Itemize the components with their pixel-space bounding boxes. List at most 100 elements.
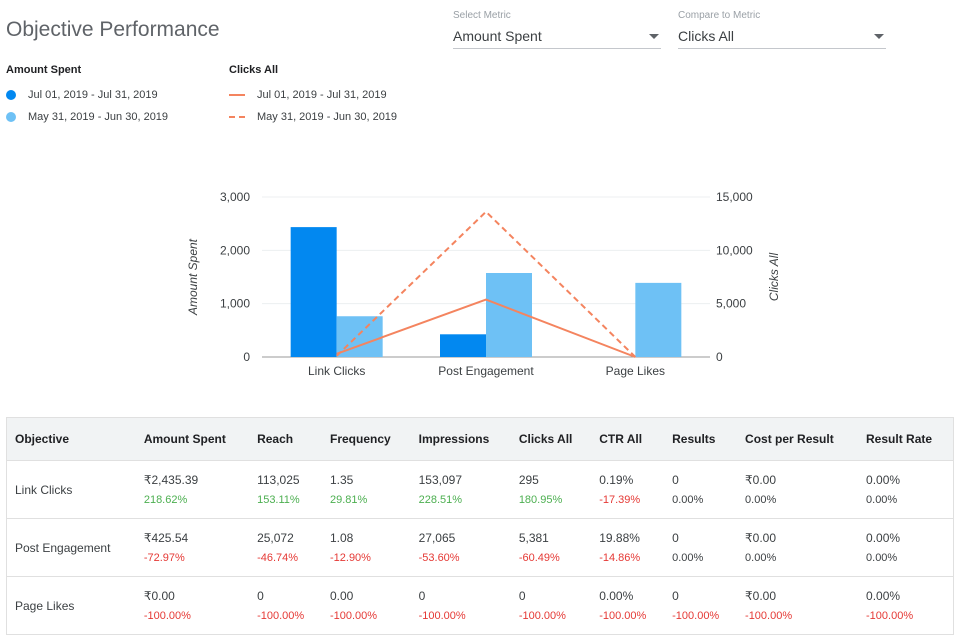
metric-cell: 0 -100.00%	[664, 576, 738, 635]
legend-label: May 31, 2019 - Jun 30, 2019	[28, 111, 169, 123]
compare-metric-value: Clicks All	[678, 28, 735, 44]
metric-value: 5,381	[518, 530, 549, 545]
column-header[interactable]: Reach	[249, 417, 322, 461]
metric-change: -12.90%	[329, 551, 371, 564]
metric-cell: ₹0.00 0.00%	[737, 518, 859, 577]
column-header[interactable]: Amount Spent	[135, 417, 250, 461]
column-header[interactable]: Clicks All	[510, 417, 592, 461]
metric-value: 27,065	[418, 530, 456, 545]
metric-cell: ₹2,435.39 218.62%	[135, 460, 250, 519]
metric-value: 0	[257, 588, 264, 603]
metric-change: -100.00%	[329, 609, 378, 622]
objective-table: Objective Amount Spent Reach Frequency Impre…	[6, 417, 954, 635]
y-tick-label: 3,000	[220, 190, 250, 204]
y-axis-label: Amount Spent	[186, 238, 200, 316]
select-metric-label: Select Metric	[453, 10, 511, 21]
metric-cell: 295 180.95%	[510, 460, 592, 519]
column-header[interactable]: Impressions	[410, 417, 511, 461]
metric-cell: ₹0.00 -100.00%	[135, 576, 250, 635]
select-metric-dropdown[interactable]: Amount Spent	[453, 24, 661, 49]
table-header-row: Objective Amount Spent Reach Frequency Impre…	[6, 417, 954, 461]
metric-value: ₹425.54	[143, 530, 189, 545]
column-header[interactable]: Objective	[6, 417, 136, 461]
chevron-down-icon[interactable]	[649, 33, 659, 39]
legend-item[interactable]: Jul 01, 2019 - Jul 31, 2019	[229, 84, 397, 106]
chevron-down-icon[interactable]	[874, 33, 884, 39]
y-tick-label: 1,000	[220, 297, 250, 311]
metric-change: 29.81%	[329, 493, 368, 506]
legend-label: Jul 01, 2019 - Jul 31, 2019	[257, 89, 387, 101]
metric-cell: 5,381 -60.49%	[510, 518, 592, 577]
metric-cell: ₹0.00 0.00%	[737, 460, 859, 519]
metric-value: 25,072	[257, 530, 294, 545]
metric-change: 153.11%	[257, 493, 300, 506]
metric-cell: 0 0.00%	[664, 518, 738, 577]
select-metric-value: Amount Spent	[453, 28, 542, 44]
legend-dashed-line-icon	[229, 116, 245, 118]
metric-change: 180.95%	[518, 493, 563, 506]
metric-change: -53.60%	[418, 551, 460, 564]
legend-label: May 31, 2019 - Jun 30, 2019	[257, 111, 398, 123]
metric-cell: 0.00% -100.00%	[858, 576, 954, 635]
metric-change: -17.39%	[599, 493, 641, 506]
column-header[interactable]: Cost per Result	[737, 417, 859, 461]
column-header[interactable]: CTR All	[591, 417, 665, 461]
select-metric[interactable]: Select Metric Amount Spent	[453, 10, 661, 49]
metric-value: 295	[518, 472, 539, 487]
metric-change: -100.00%	[672, 609, 720, 622]
y-tick-label: 2,000	[220, 243, 250, 257]
legend-item[interactable]: May 31, 2019 - Jun 30, 2019	[6, 106, 168, 128]
objective-name: Post Engagement	[6, 518, 136, 577]
legend-clicks-title: Clicks All	[229, 64, 279, 76]
metric-change: -100.00%	[866, 609, 914, 622]
y2-tick-label: 0	[716, 350, 723, 364]
page-title: Objective Performance	[6, 18, 220, 41]
metric-cell: 113,025 153.11%	[249, 460, 322, 519]
compare-metric-dropdown[interactable]: Clicks All	[678, 24, 886, 49]
legend-item[interactable]: May 31, 2019 - Jun 30, 2019	[229, 106, 397, 128]
metric-value: 0.19%	[599, 472, 634, 487]
metric-cell: ₹0.00 -100.00%	[737, 576, 859, 635]
compare-metric[interactable]: Compare to Metric Clicks All	[678, 10, 886, 49]
metric-value: ₹2,435.39	[143, 472, 199, 487]
bar	[635, 282, 682, 357]
compare-metric-label: Compare to Metric	[678, 10, 761, 21]
column-header[interactable]: Frequency	[321, 417, 411, 461]
metric-cell: 0.00 -100.00%	[321, 576, 411, 635]
metric-cell: 25,072 -46.74%	[249, 518, 322, 577]
metric-value: 0	[672, 530, 679, 545]
metric-change: -100.00%	[745, 609, 793, 622]
y-tick-label: 0	[243, 350, 250, 364]
y2-axis-label: Clicks All	[767, 253, 781, 302]
metric-value: 19.88%	[599, 530, 640, 545]
metric-value: 0.00	[329, 588, 354, 603]
legend-solid-line-icon	[229, 94, 245, 96]
metric-value: ₹0.00	[143, 588, 175, 603]
metric-change: -14.86%	[599, 551, 641, 564]
metric-change: -72.97%	[143, 551, 185, 564]
metric-change: -100.00%	[257, 609, 305, 622]
metric-cell: 0.00% 0.00%	[858, 460, 954, 519]
metric-change: 0.00%	[866, 493, 898, 506]
metric-change: 0.00%	[672, 551, 704, 564]
metric-value: 0.00%	[599, 588, 634, 603]
current-line-series	[336, 298, 636, 358]
legend-item[interactable]: Jul 01, 2019 - Jul 31, 2019	[6, 84, 168, 106]
y2-tick-label: 5,000	[716, 297, 746, 311]
metric-cell: 0.00% 0.00%	[858, 518, 954, 577]
x-tick-label: Post Engagement	[438, 364, 534, 378]
metric-value: 1.08	[329, 530, 354, 545]
metric-value: ₹0.00	[745, 588, 777, 603]
metric-cell: 1.35 29.81%	[321, 460, 411, 519]
column-header[interactable]: Results	[664, 417, 738, 461]
y2-tick-label: 15,000	[716, 190, 753, 204]
metric-cell: ₹425.54 -72.97%	[135, 518, 250, 577]
metric-value: 0	[672, 588, 679, 603]
legend-current-dot-icon	[6, 90, 16, 100]
metric-value: 0.00%	[866, 472, 901, 487]
column-header[interactable]: Result Rate	[858, 417, 954, 461]
table-row: Link Clicks ₹2,435.39 218.62% 113,025 153.11…	[6, 460, 954, 519]
metric-change: -46.74%	[257, 551, 299, 564]
x-tick-label: Page Likes	[606, 364, 665, 378]
metric-change: 0.00%	[745, 493, 777, 506]
